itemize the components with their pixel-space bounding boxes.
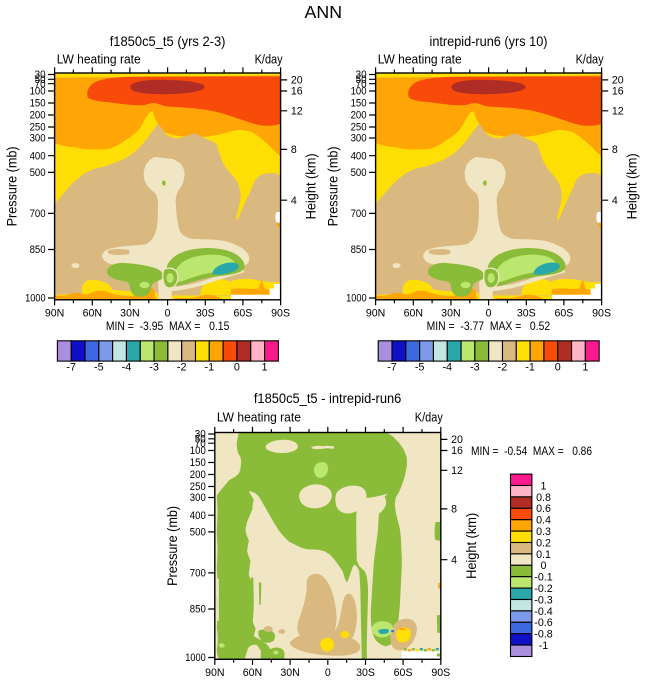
svg-text:-0.3: -0.3 — [534, 594, 552, 606]
svg-text:-0.6: -0.6 — [534, 617, 552, 629]
svg-text:0.1: 0.1 — [536, 549, 551, 561]
svg-text:1: 1 — [541, 480, 547, 492]
svg-text:MIN = -3.95 MAX = 0.15: MIN = -3.95 MAX = 0.15 — [106, 319, 230, 333]
svg-text:LW heating rate: LW heating rate — [217, 410, 301, 425]
svg-text:-4: -4 — [122, 361, 132, 373]
svg-text:-7: -7 — [66, 361, 76, 373]
svg-text:Height (km): Height (km) — [464, 513, 479, 579]
svg-text:Pressure (mb): Pressure (mb) — [326, 146, 341, 226]
svg-text:1: 1 — [262, 361, 268, 373]
svg-text:0.6: 0.6 — [536, 503, 551, 515]
svg-text:Pressure (mb): Pressure (mb) — [5, 146, 20, 226]
svg-text:-1: -1 — [205, 361, 215, 373]
svg-text:0: 0 — [541, 560, 547, 572]
svg-text:LW heating rate: LW heating rate — [378, 52, 462, 67]
svg-text:0.2: 0.2 — [536, 537, 551, 549]
svg-text:-0.8: -0.8 — [534, 629, 552, 641]
svg-text:0: 0 — [234, 361, 240, 373]
svg-text:0.4: 0.4 — [536, 515, 551, 527]
svg-text:-2: -2 — [498, 361, 508, 373]
svg-text:-3: -3 — [149, 361, 159, 373]
svg-text:-5: -5 — [94, 361, 104, 373]
svg-text:-4: -4 — [442, 361, 452, 373]
svg-text:0: 0 — [555, 361, 561, 373]
svg-text:ANN: ANN — [305, 2, 343, 22]
svg-text:intrepid-run6 (yrs 10): intrepid-run6 (yrs 10) — [430, 33, 548, 49]
svg-text:MIN = -3.77 MAX = 0.52: MIN = -3.77 MAX = 0.52 — [427, 319, 551, 333]
svg-text:-1: -1 — [539, 640, 549, 652]
svg-text:K/day: K/day — [255, 52, 283, 67]
svg-text:MIN = -0.54 MAX = 0.86: MIN = -0.54 MAX = 0.86 — [471, 444, 592, 458]
svg-text:K/day: K/day — [576, 52, 604, 67]
svg-text:Pressure (mb): Pressure (mb) — [165, 506, 180, 586]
svg-text:K/day: K/day — [415, 410, 443, 425]
svg-text:-0.2: -0.2 — [534, 583, 552, 595]
svg-text:-0.1: -0.1 — [534, 572, 552, 584]
svg-text:-3: -3 — [470, 361, 480, 373]
svg-text:0.3: 0.3 — [536, 526, 551, 538]
svg-text:1: 1 — [582, 361, 588, 373]
svg-text:-0.4: -0.4 — [534, 606, 552, 618]
svg-text:Height (km): Height (km) — [625, 153, 640, 219]
svg-text:0.8: 0.8 — [536, 492, 551, 504]
svg-text:f1850c5_t5 (yrs 2-3): f1850c5_t5 (yrs 2-3) — [110, 33, 226, 49]
svg-text:-5: -5 — [415, 361, 425, 373]
svg-text:LW heating rate: LW heating rate — [57, 52, 141, 67]
svg-text:-1: -1 — [525, 361, 535, 373]
svg-text:-7: -7 — [387, 361, 397, 373]
svg-text:Height (km): Height (km) — [304, 153, 319, 219]
svg-text:-2: -2 — [177, 361, 187, 373]
svg-text:f1850c5_t5 - intrepid-run6: f1850c5_t5 - intrepid-run6 — [254, 391, 402, 406]
